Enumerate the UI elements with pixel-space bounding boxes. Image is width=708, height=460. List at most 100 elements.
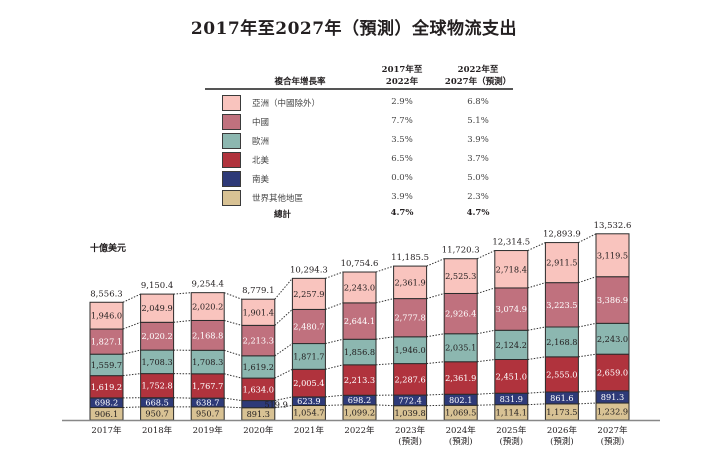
total-label: 12,314.5 <box>492 238 530 248</box>
connector-line <box>426 361 445 365</box>
value-label: 2,213.3 <box>243 336 274 346</box>
connector-line <box>426 292 445 300</box>
connector-line <box>578 390 597 393</box>
connector-line <box>578 402 597 405</box>
bar-segment <box>443 361 478 395</box>
total-label: 總計 <box>274 210 292 220</box>
value-label: 2,555.0 <box>546 369 577 379</box>
connector-line <box>224 406 242 409</box>
total-label: 8,556.3 <box>90 289 122 299</box>
cagr-col1-header: 2017年至 2022年 <box>372 64 432 88</box>
connector-line <box>274 343 293 357</box>
total-label: 9,254.4 <box>191 280 223 290</box>
value-label: 698.2 <box>348 395 371 405</box>
value-label: 950.7 <box>196 408 219 418</box>
value-label: 802.1 <box>449 395 472 405</box>
cagr-header-label: 複合年增長率 <box>274 77 326 87</box>
bar-segment <box>544 326 579 358</box>
total-cagr-2022-2027: 4.7% <box>466 208 490 218</box>
value-label: 1,634.0 <box>243 384 274 394</box>
connector-line <box>325 338 344 345</box>
cagr-2022-2027: 5.0% <box>467 173 489 183</box>
bars <box>89 233 630 421</box>
connector-line <box>375 363 394 366</box>
connector-line <box>173 292 192 295</box>
legend-label: 亞洲（中國除外） <box>252 99 321 109</box>
legend-label: 中國 <box>252 118 270 128</box>
x-tick-label: 2025年 <box>496 425 527 436</box>
x-tick-label: 2019年 <box>193 425 224 436</box>
value-label: 2,243.0 <box>344 282 375 292</box>
bar-segment <box>291 343 326 370</box>
x-tick-label: (預測) <box>449 436 473 447</box>
total-label: 8,779.1 <box>242 286 274 296</box>
bar-segment <box>190 319 225 351</box>
x-tick-label: (預測) <box>398 436 422 447</box>
legend-label: 歐洲 <box>252 137 270 147</box>
value-label: 3,223.5 <box>546 300 577 310</box>
value-label: 1,619.2 <box>91 382 122 392</box>
x-tick-label: 2017年 <box>91 425 122 436</box>
value-label: 1,054.7 <box>293 408 324 418</box>
connector-line <box>527 326 546 331</box>
value-label: 1,173.5 <box>546 407 577 417</box>
total-label: 11,720.3 <box>442 246 480 256</box>
total-label: 11,185.5 <box>391 253 429 263</box>
value-label: 891.3 <box>247 409 270 419</box>
total-label: 10,294.3 <box>290 265 328 275</box>
cagr-2017-2022: 6.5% <box>391 154 413 164</box>
connector-line <box>527 391 546 394</box>
cagr-col2-header-line2: 2027年（預測） <box>444 77 512 87</box>
connector-line <box>527 403 546 406</box>
bar-segment <box>342 338 377 366</box>
bar-segment <box>443 258 478 294</box>
cagr-2022-2027: 3.9% <box>467 135 489 145</box>
bar-segment <box>291 308 326 345</box>
value-label: 2,451.0 <box>496 371 527 381</box>
value-label: 2,035.1 <box>445 343 476 353</box>
value-label: 906.1 <box>95 409 118 419</box>
connector-line <box>527 282 546 289</box>
x-tick-label: 2018年 <box>142 425 173 436</box>
legend-swatch <box>222 152 241 168</box>
value-label: 2,926.4 <box>445 309 476 319</box>
value-label: 1,871.7 <box>293 351 324 361</box>
connector-line <box>527 356 546 360</box>
bar-segment <box>291 277 326 310</box>
bar-segment <box>190 292 225 321</box>
bar-segment <box>494 358 529 394</box>
value-label: 623.9 <box>297 396 320 406</box>
value-label: 2,777.8 <box>394 313 425 323</box>
value-label: 1,856.8 <box>344 347 375 357</box>
value-label: 950.7 <box>145 408 168 418</box>
legend-swatch <box>222 95 241 111</box>
bar-segment <box>393 298 428 338</box>
connector-line <box>173 319 192 323</box>
legend-label: 北美 <box>252 156 270 166</box>
connector-line <box>375 404 394 407</box>
value-label: 891.3 <box>601 392 624 402</box>
x-tick-label: 2026年 <box>547 425 578 436</box>
connector-line <box>477 287 495 294</box>
value-label: 2,911.5 <box>546 258 577 268</box>
value-label: 1,827.1 <box>91 337 122 347</box>
cagr-2017-2022: 3.5% <box>391 135 413 145</box>
x-tick-label: 2020年 <box>243 425 274 436</box>
bar-segment <box>544 282 579 328</box>
value-label: 1,069.5 <box>445 408 476 418</box>
connector-line <box>426 333 445 338</box>
value-label: 1,708.3 <box>192 357 223 367</box>
connector-line <box>375 336 394 340</box>
connector-line <box>578 233 597 244</box>
legend-label: 南美 <box>252 175 270 185</box>
value-label: 1,099.2 <box>344 407 375 417</box>
bar-segment <box>89 328 124 355</box>
connector-line <box>274 368 293 379</box>
value-label: 2,213.3 <box>344 375 375 385</box>
cagr-header-rule <box>205 88 513 90</box>
bar-segment <box>291 368 326 398</box>
value-label: 2,361.9 <box>394 277 425 287</box>
legend-swatch <box>222 171 241 187</box>
total-cagr-2017-2022: 4.7% <box>390 208 414 218</box>
